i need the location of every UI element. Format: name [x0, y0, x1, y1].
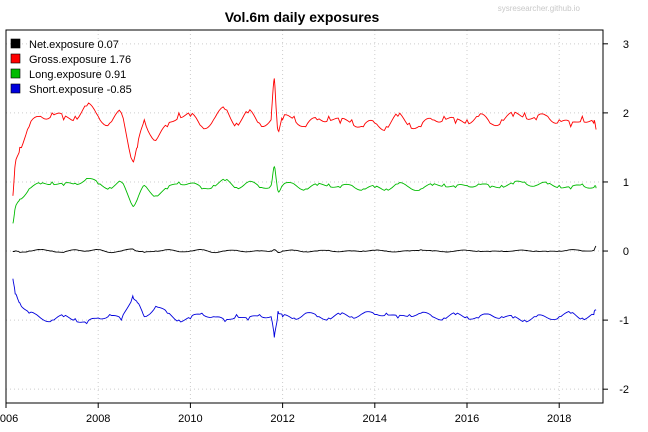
legend-label: Net.exposure 0.07 — [29, 39, 119, 51]
series-line-gross-exposure — [12, 78, 597, 196]
series-line-net-exposure — [12, 245, 597, 254]
series-line-short-exposure — [12, 278, 597, 338]
legend-swatch — [10, 68, 21, 79]
series-line-long-exposure — [12, 165, 597, 224]
watermark: sysresearcher.github.io — [498, 4, 581, 13]
y-tick-label: -2 — [619, 384, 629, 396]
y-tick-label: 0 — [623, 246, 629, 258]
x-tick-label: 2018 — [547, 413, 571, 425]
series-lines — [12, 78, 597, 338]
y-tick-label: 3 — [623, 39, 629, 51]
x-tick-label: 2010 — [178, 413, 202, 425]
legend-swatch — [10, 83, 21, 94]
x-tick-label: 2006 — [0, 413, 18, 425]
x-tick-label: 2012 — [270, 413, 294, 425]
legend-label: Short.exposure -0.85 — [29, 84, 132, 96]
legend-label: Gross.exposure 1.76 — [29, 54, 131, 66]
plot-frame — [5, 29, 604, 404]
legend-swatch — [10, 38, 21, 49]
y-axis: 3 2 1 0 -1 -2 — [603, 39, 629, 396]
x-tick-label: 2008 — [86, 413, 110, 425]
chart-title: Vol.6m daily exposures — [225, 9, 380, 25]
x-tick-label: 2016 — [455, 413, 479, 425]
legend-swatch — [10, 53, 21, 64]
legend: Net.exposure 0.07 Gross.exposure 1.76 Long… — [10, 38, 132, 96]
y-tick-label: -1 — [619, 315, 629, 327]
y-tick-label: 2 — [623, 108, 629, 120]
legend-label: Long.exposure 0.91 — [29, 69, 126, 81]
x-axis: 2006 2008 2010 2012 2014 2016 2018 — [0, 403, 571, 425]
y-tick-label: 1 — [623, 177, 629, 189]
x-tick-label: 2014 — [363, 413, 387, 425]
